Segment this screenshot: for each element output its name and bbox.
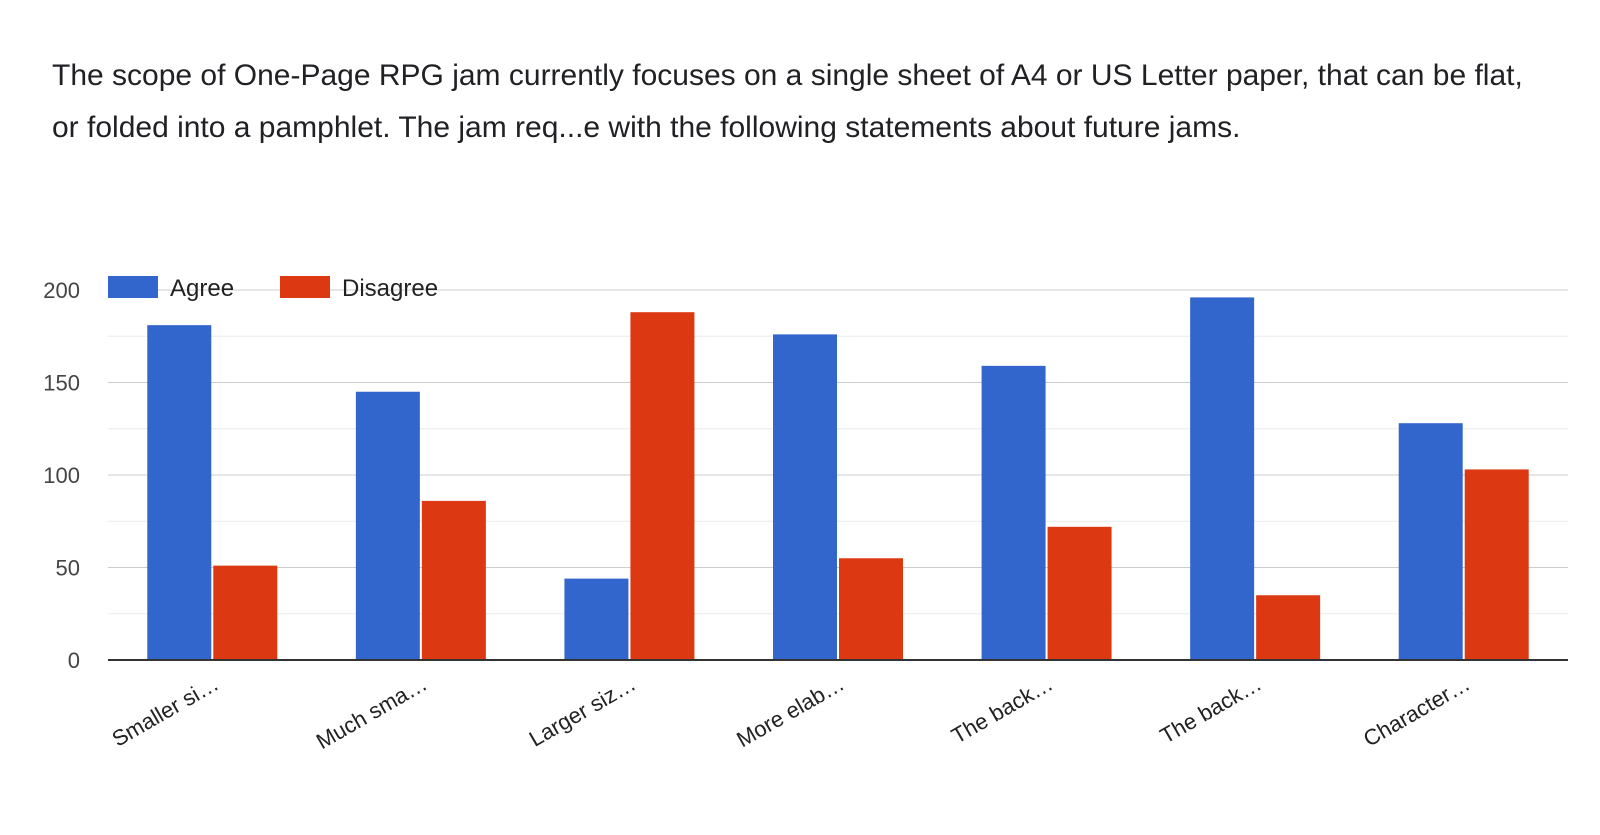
bar-disagree-0[interactable]: [213, 565, 278, 660]
legend[interactable]: Agree Disagree: [108, 275, 438, 302]
bar-agree-3[interactable]: [773, 334, 837, 660]
bar-agree-5[interactable]: [1190, 297, 1255, 660]
x-category-label: More elab…: [732, 671, 848, 753]
y-tick-label: 150: [43, 371, 80, 396]
x-category-label: The back…: [947, 671, 1057, 749]
legend-swatch-agree: [108, 276, 158, 298]
grid-lines: [108, 289, 1568, 615]
x-category-label: Character…: [1359, 671, 1474, 752]
bar-disagree-5[interactable]: [1256, 595, 1321, 660]
bar-disagree-2[interactable]: [630, 312, 695, 660]
legend-label-disagree[interactable]: Disagree: [342, 275, 438, 302]
bar-disagree-4[interactable]: [1047, 526, 1112, 660]
question-title: The scope of One-Page RPG jam currently …: [52, 59, 1523, 144]
bar-disagree-1[interactable]: [421, 500, 486, 660]
x-category-label: Smaller si…: [108, 671, 223, 752]
y-tick-label: 50: [56, 556, 80, 581]
y-tick-label: 200: [43, 278, 80, 303]
y-tick-label: 0: [68, 648, 80, 673]
x-category-label: The back…: [1156, 671, 1266, 749]
y-tick-label: 100: [43, 463, 80, 488]
x-axis-labels: Smaller si… Much sma… Larger siz… More elab…: [108, 671, 1475, 754]
y-axis-ticks: 0 50 100 150 200: [43, 278, 80, 673]
bar-disagree-6[interactable]: [1464, 469, 1529, 660]
bar-agree-0[interactable]: [147, 325, 212, 660]
x-category-label: Much sma…: [312, 671, 431, 754]
bar-agree-2[interactable]: [564, 578, 629, 660]
x-category-label: Larger siz…: [525, 671, 640, 752]
bars: [147, 297, 1529, 660]
bar-agree-4[interactable]: [981, 365, 1046, 660]
bar-agree-6[interactable]: [1398, 423, 1463, 660]
bar-disagree-3[interactable]: [839, 558, 903, 660]
legend-label-agree[interactable]: Agree: [170, 275, 234, 302]
bar-agree-1[interactable]: [355, 391, 420, 660]
legend-swatch-disagree: [280, 276, 330, 298]
